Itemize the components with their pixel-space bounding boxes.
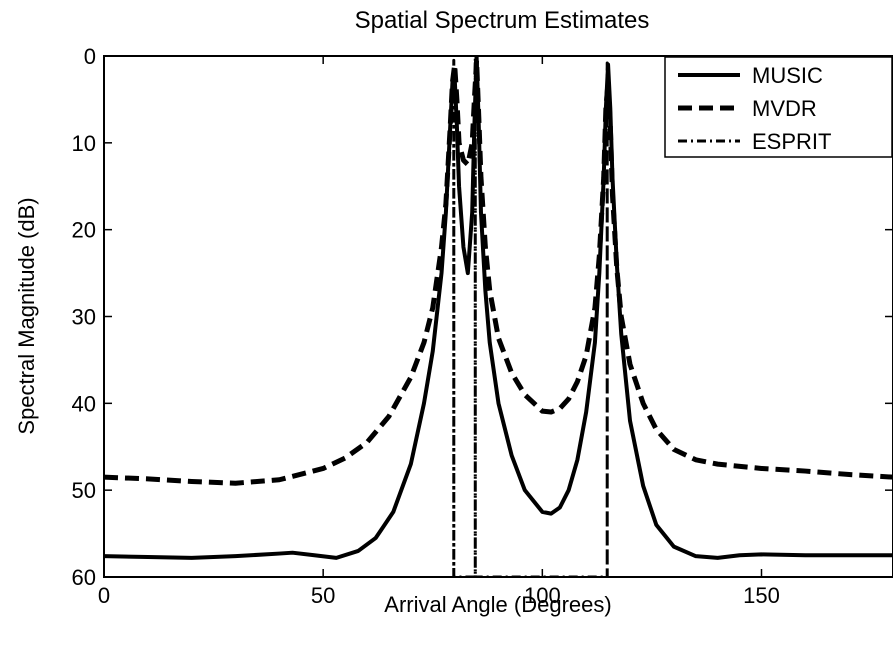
legend-label-mvdr: MVDR — [752, 96, 817, 121]
y-tick-label: 30 — [72, 305, 96, 330]
series-line-esprit — [452, 57, 609, 577]
x-tick-label: 100 — [524, 583, 561, 608]
x-tick-label: 50 — [311, 583, 335, 608]
chart-title: Spatial Spectrum Estimates — [355, 7, 650, 34]
plot-area: 0 50 100 150 0 10 20 30 40 50 60 — [72, 44, 893, 608]
series-line-music — [104, 56, 893, 560]
y-axis-label: Spectral Magnitude (dB) — [14, 197, 39, 434]
series-layer — [104, 56, 893, 577]
legend-label-esprit: ESPRIT — [752, 129, 831, 154]
ticks-layer: 0 50 100 150 0 10 20 30 40 50 60 — [72, 44, 893, 608]
y-tick-label: 0 — [84, 44, 96, 69]
y-tick-label: 20 — [72, 218, 96, 243]
x-axis-label: Arrival Angle (Degrees) — [384, 592, 611, 617]
x-tick-label: 0 — [98, 583, 110, 608]
y-tick-label: 10 — [72, 131, 96, 156]
legend: MUSIC MVDR ESPRIT — [664, 56, 893, 158]
y-tick-label: 60 — [72, 565, 96, 590]
y-tick-label: 40 — [72, 391, 96, 416]
series-line-mvdr — [104, 57, 893, 486]
y-tick-label: 50 — [72, 478, 96, 503]
legend-label-music: MUSIC — [752, 63, 823, 88]
x-tick-label: 150 — [743, 583, 780, 608]
